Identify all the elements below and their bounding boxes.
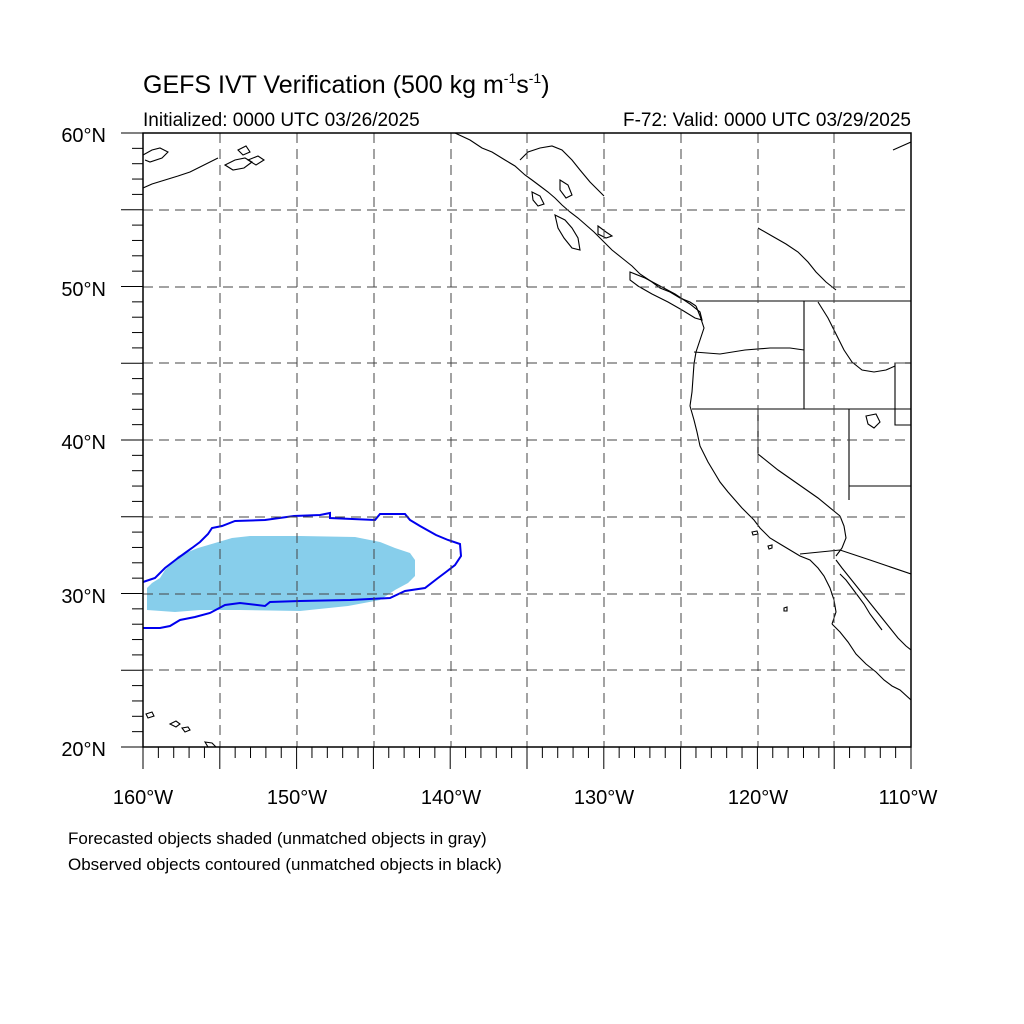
lat-label-60: 60°N: [61, 125, 106, 147]
lat-label-20: 20°N: [61, 739, 106, 761]
lat-label-40: 40°N: [61, 432, 106, 454]
grid-lines: [143, 133, 911, 747]
forecast-object-shaded: [147, 536, 415, 612]
observed-object-contour: [142, 511, 463, 629]
lat-label-30: 30°N: [61, 586, 106, 608]
lon-label-150w: 150°W: [267, 787, 327, 809]
axis-ticks: [121, 132, 912, 769]
lon-label-140w: 140°W: [421, 787, 481, 809]
lon-label-160w: 160°W: [113, 787, 173, 809]
lon-label-120w: 120°W: [728, 787, 788, 809]
lon-labels: 160°W 150°W 140°W 130°W 120°W 110°W: [113, 787, 938, 809]
lon-label-110w: 110°W: [879, 787, 938, 809]
lon-label-130w: 130°W: [574, 787, 634, 809]
forecast-note: Forecasted objects shaded (unmatched obj…: [68, 829, 487, 848]
initialized-time: Initialized: 0000 UTC 03/26/2025: [143, 110, 420, 131]
lat-labels: 60°N 50°N 40°N 30°N 20°N: [61, 125, 106, 761]
lat-label-50: 50°N: [61, 279, 106, 301]
valid-time: F-72: Valid: 0000 UTC 03/29/2025: [623, 110, 911, 131]
legend-notes: Forecasted objects shaded (unmatched obj…: [68, 826, 502, 878]
map-title: GEFS IVT Verification (500 kg m-1s-1): [143, 70, 550, 99]
observed-note: Observed objects contoured (unmatched ob…: [68, 855, 502, 874]
